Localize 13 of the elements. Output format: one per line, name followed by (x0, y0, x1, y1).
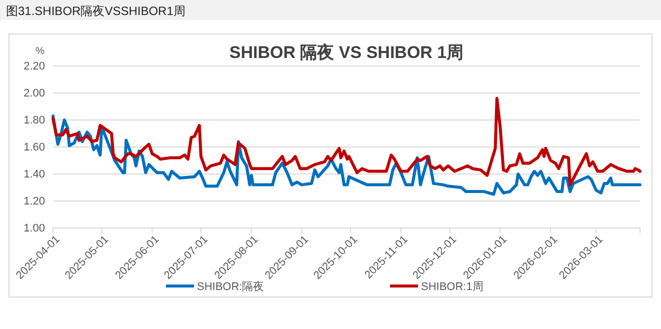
chart-title: SHIBOR 隔夜 VS SHIBOR 1周 (229, 43, 464, 62)
y-tick-label: 1.00 (24, 222, 45, 235)
y-tick-label: 2.00 (24, 88, 45, 100)
y-tick-label: 1.80 (24, 114, 45, 127)
y-tick-label: 1.20 (24, 196, 45, 208)
legend-label: SHIBOR:隔夜 (197, 280, 264, 293)
line-series (52, 96, 642, 186)
y-tick-label: 1.60 (24, 142, 45, 154)
legend-label: SHIBOR:1周 (421, 281, 484, 293)
y-axis-title: % (36, 46, 45, 57)
y-tick-label: 1.40 (24, 168, 45, 181)
y-tick-label: 2.20 (24, 60, 45, 73)
caption: 图31.SHIBOR隔夜VSSHIBOR1周 (6, 4, 186, 18)
